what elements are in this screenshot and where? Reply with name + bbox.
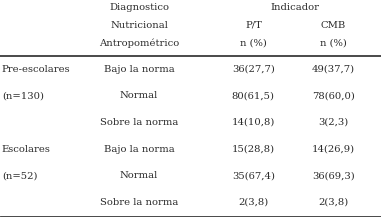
- Text: 80(61,5): 80(61,5): [232, 91, 275, 100]
- Text: n (%): n (%): [240, 38, 267, 47]
- Text: 15(28,8): 15(28,8): [232, 145, 275, 154]
- Text: Bajo la norma: Bajo la norma: [104, 65, 174, 74]
- Text: 14(26,9): 14(26,9): [312, 145, 355, 154]
- Text: Sobre la norma: Sobre la norma: [100, 118, 178, 127]
- Text: 35(67,4): 35(67,4): [232, 171, 275, 180]
- Text: 78(60,0): 78(60,0): [312, 91, 355, 100]
- Text: 2(3,8): 2(3,8): [318, 198, 349, 207]
- Text: CMB: CMB: [321, 21, 346, 30]
- Text: n (%): n (%): [320, 38, 347, 47]
- Text: 3(2,3): 3(2,3): [318, 118, 349, 127]
- Text: Sobre la norma: Sobre la norma: [100, 198, 178, 207]
- Text: 36(27,7): 36(27,7): [232, 65, 275, 74]
- Text: Normal: Normal: [120, 171, 158, 180]
- Text: Diagnostico: Diagnostico: [109, 3, 169, 12]
- Text: Bajo la norma: Bajo la norma: [104, 145, 174, 154]
- Text: Antropométrico: Antropométrico: [99, 38, 179, 48]
- Text: Escolares: Escolares: [2, 145, 51, 154]
- Text: 36(69,3): 36(69,3): [312, 171, 355, 180]
- Text: Indicador: Indicador: [271, 3, 320, 12]
- Text: 2(3,8): 2(3,8): [238, 198, 269, 207]
- Text: 49(37,7): 49(37,7): [312, 65, 355, 74]
- Text: Nutricional: Nutricional: [110, 21, 168, 30]
- Text: (n=52): (n=52): [2, 171, 37, 180]
- Text: Pre-escolares: Pre-escolares: [2, 65, 70, 74]
- Text: Normal: Normal: [120, 91, 158, 100]
- Text: P/T: P/T: [245, 21, 262, 30]
- Text: 14(10,8): 14(10,8): [232, 118, 275, 127]
- Text: (n=130): (n=130): [2, 91, 44, 100]
